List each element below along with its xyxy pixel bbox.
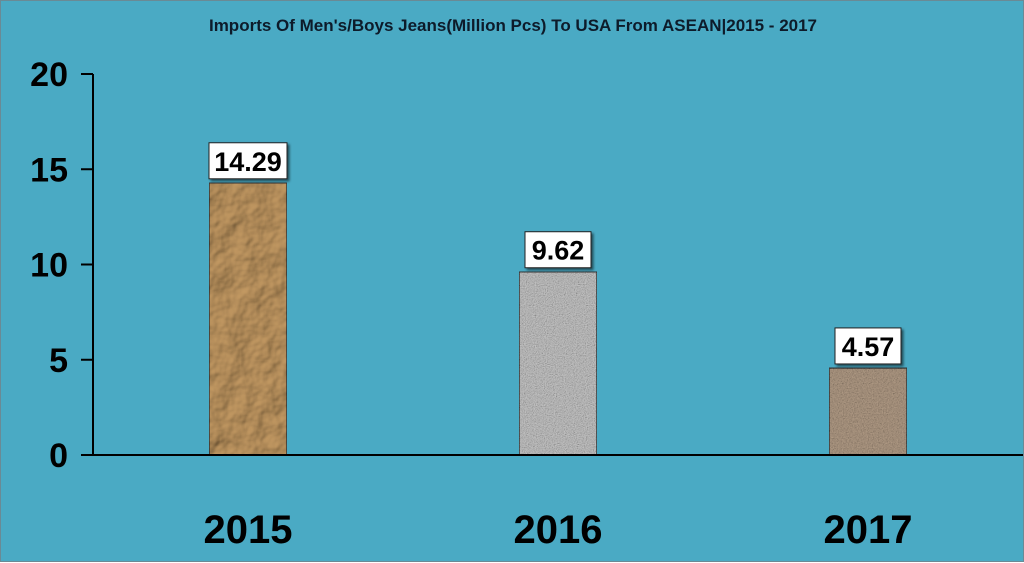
y-tick-label: 10 [30, 247, 68, 285]
data-label: 9.62 [532, 236, 585, 266]
bar-2017 [828, 367, 908, 456]
y-tick-label: 20 [30, 56, 68, 94]
x-axis-ticks: 2015 2016 2017 [204, 508, 913, 552]
data-label-box [524, 231, 592, 269]
y-tick-label: 15 [30, 151, 68, 189]
data-label-box [208, 142, 288, 180]
y-tick-label: 0 [49, 437, 68, 475]
data-label-box [834, 327, 902, 365]
y-tick-label: 5 [49, 342, 68, 380]
bars [208, 182, 908, 456]
x-tick-label: 2015 [204, 508, 293, 552]
data-labels: 14.29 9.62 4.57 [208, 142, 902, 365]
y-axis-ticks: 0 5 10 15 20 [30, 56, 93, 475]
bar-2016 [518, 270, 598, 456]
bar-2015 [208, 182, 288, 456]
data-label: 14.29 [214, 147, 282, 177]
chart-title: Imports Of Men's/Boys Jeans(Million Pcs)… [209, 16, 817, 35]
x-tick-label: 2016 [514, 508, 603, 552]
x-tick-label: 2017 [824, 508, 913, 552]
data-label: 4.57 [842, 332, 895, 362]
